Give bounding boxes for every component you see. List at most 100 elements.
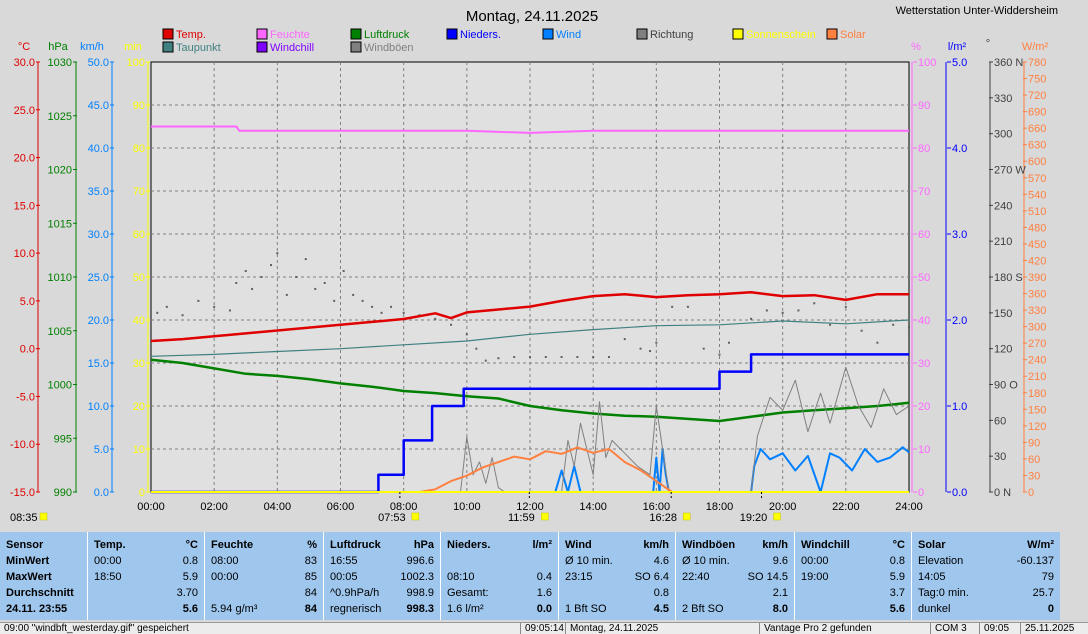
tick-label-humidity: 40 [918,315,930,327]
tick-label-humidity: 90 [918,100,930,112]
direction-dot [402,311,405,314]
cell-value: SO 6.4 [634,571,669,583]
cell-label: 23:15 [565,571,593,583]
tick-label-solar: 0 [1028,487,1034,499]
cell-value: 0.8 [653,587,669,599]
legend-swatch [256,41,268,53]
direction-dot [513,356,516,359]
tick-label-pressure: 995 [54,433,72,445]
row-label: MaxWert [6,571,52,583]
tick-label-rain: 2.0 [952,315,967,327]
tick-label-wind: 40.0 [88,143,109,155]
sun-marker-icon [39,512,48,521]
sun-marker-icon [541,512,549,521]
x-tick-label: 20:00 [769,501,797,513]
cell-label: 08:00 [211,555,239,567]
tick-label-solar: 420 [1028,255,1046,267]
sun-marker-label: 07:53 [378,512,406,524]
table-unit: °C [892,539,905,551]
tick-label-direction: 180 S [994,272,1023,284]
legend-swatch [162,41,174,53]
tick-label-rain: 1.0 [952,401,967,413]
tick-label-direction: 60 [994,415,1006,427]
tick-label-temp: 30.0 [14,57,35,69]
tick-label-solar: 150 [1028,404,1046,416]
sun-marker-label: 08:35 [10,512,38,524]
tick-label-solar: 720 [1028,90,1046,102]
direction-dot [671,305,674,308]
cell-label: 2 Bft SO [682,603,724,615]
sun-marker-icon [411,512,420,521]
x-tick-label: 04:00 [264,501,292,513]
series-line [151,446,909,493]
table-col-windboeen: Windböen km/h Ø 10 min. 9.6 22:40 SO 14.5 2.1 2… [676,532,795,620]
status-date: Montag, 24.11.2025 [566,623,760,634]
direction-dot [686,305,689,308]
axis-unit-pressure: hPa [48,41,68,53]
legend-label: Sonnenschein [746,29,816,41]
direction-dot [333,299,336,302]
tick-label-sun: 100 [127,57,145,69]
cell-label: Ø 10 min. [682,555,730,567]
status-time: 09:05:14 [521,623,566,634]
legend-label: Luftdruck [364,29,410,41]
direction-dot [434,317,437,320]
table-header: Windchill [801,539,850,551]
tick-label-solar: 180 [1028,388,1046,400]
tick-label-humidity: 30 [918,358,930,370]
cell-value: 0.4 [536,571,552,583]
direction-dot [235,281,238,284]
cell-value: 5.9 [889,571,905,583]
legend-swatch [636,28,648,40]
direction-dot [181,314,184,317]
tick-label-rain: 4.0 [952,143,967,155]
x-tick-label: 24:00 [895,501,923,513]
series-line [150,319,910,357]
direction-dot [892,323,895,326]
direction-dot [213,305,216,308]
cell-value: 3.7 [889,587,905,599]
direction-dot [765,309,768,312]
tick-label-direction: 270 W [994,165,1026,177]
direction-dot [352,293,355,296]
tick-label-sun: 90 [133,100,145,112]
series-line [150,291,909,343]
series-line [151,446,910,493]
axis-unit-direction: ° [986,38,990,50]
direction-dot [228,309,231,312]
direction-dot [497,357,500,360]
cell-value: 25.7 [1032,587,1054,599]
direction-dot [702,347,705,350]
cell-value: 83 [304,555,317,567]
direction-dot [718,353,721,356]
tick-label-pressure: 1025 [48,111,72,123]
cell-value: 1.6 [536,587,552,599]
tick-label-wind: 35.0 [88,186,109,198]
tick-label-pressure: 1010 [48,272,72,284]
tick-label-sun: 70 [133,186,145,198]
cell-label: 1 Bft SO [565,603,607,615]
table-col-solar: Solar W/m² Elevation -60.137 14:05 79 Tag:0 mi… [912,532,1060,620]
x-tick-label: 22:00 [832,501,860,513]
tick-label-wind: 5.0 [94,444,109,456]
tick-label-solar: 570 [1028,173,1046,185]
cell-label: 19:00 [801,571,829,583]
cell-label: Gesamt: [447,587,489,599]
direction-dot [276,252,279,255]
direction-dot [285,293,288,296]
table-col-nieders: Nieders. l/m² 08:10 0.4 Gesamt: 1.6 1.6 l/m² 0.… [441,532,559,620]
tick-label-solar: 390 [1028,272,1046,284]
direction-dot [876,341,879,344]
table-unit: W/m² [1027,539,1054,551]
table-header: Solar [918,539,946,551]
row-label: Durchschnitt [6,587,74,599]
cell-value: 5.6 [182,603,198,615]
tick-label-sun: 20 [133,401,145,413]
status-message: 09:00 "windbft_westerday.gif" gespeicher… [0,623,521,634]
direction-dot [813,302,816,305]
tick-label-pressure: 990 [54,487,72,499]
tick-label-temp: 10.0 [14,248,35,260]
tick-label-solar: 780 [1028,57,1046,69]
sun-marker-label: 19:20 [740,512,768,524]
x-tick-label: 18:00 [706,501,734,513]
